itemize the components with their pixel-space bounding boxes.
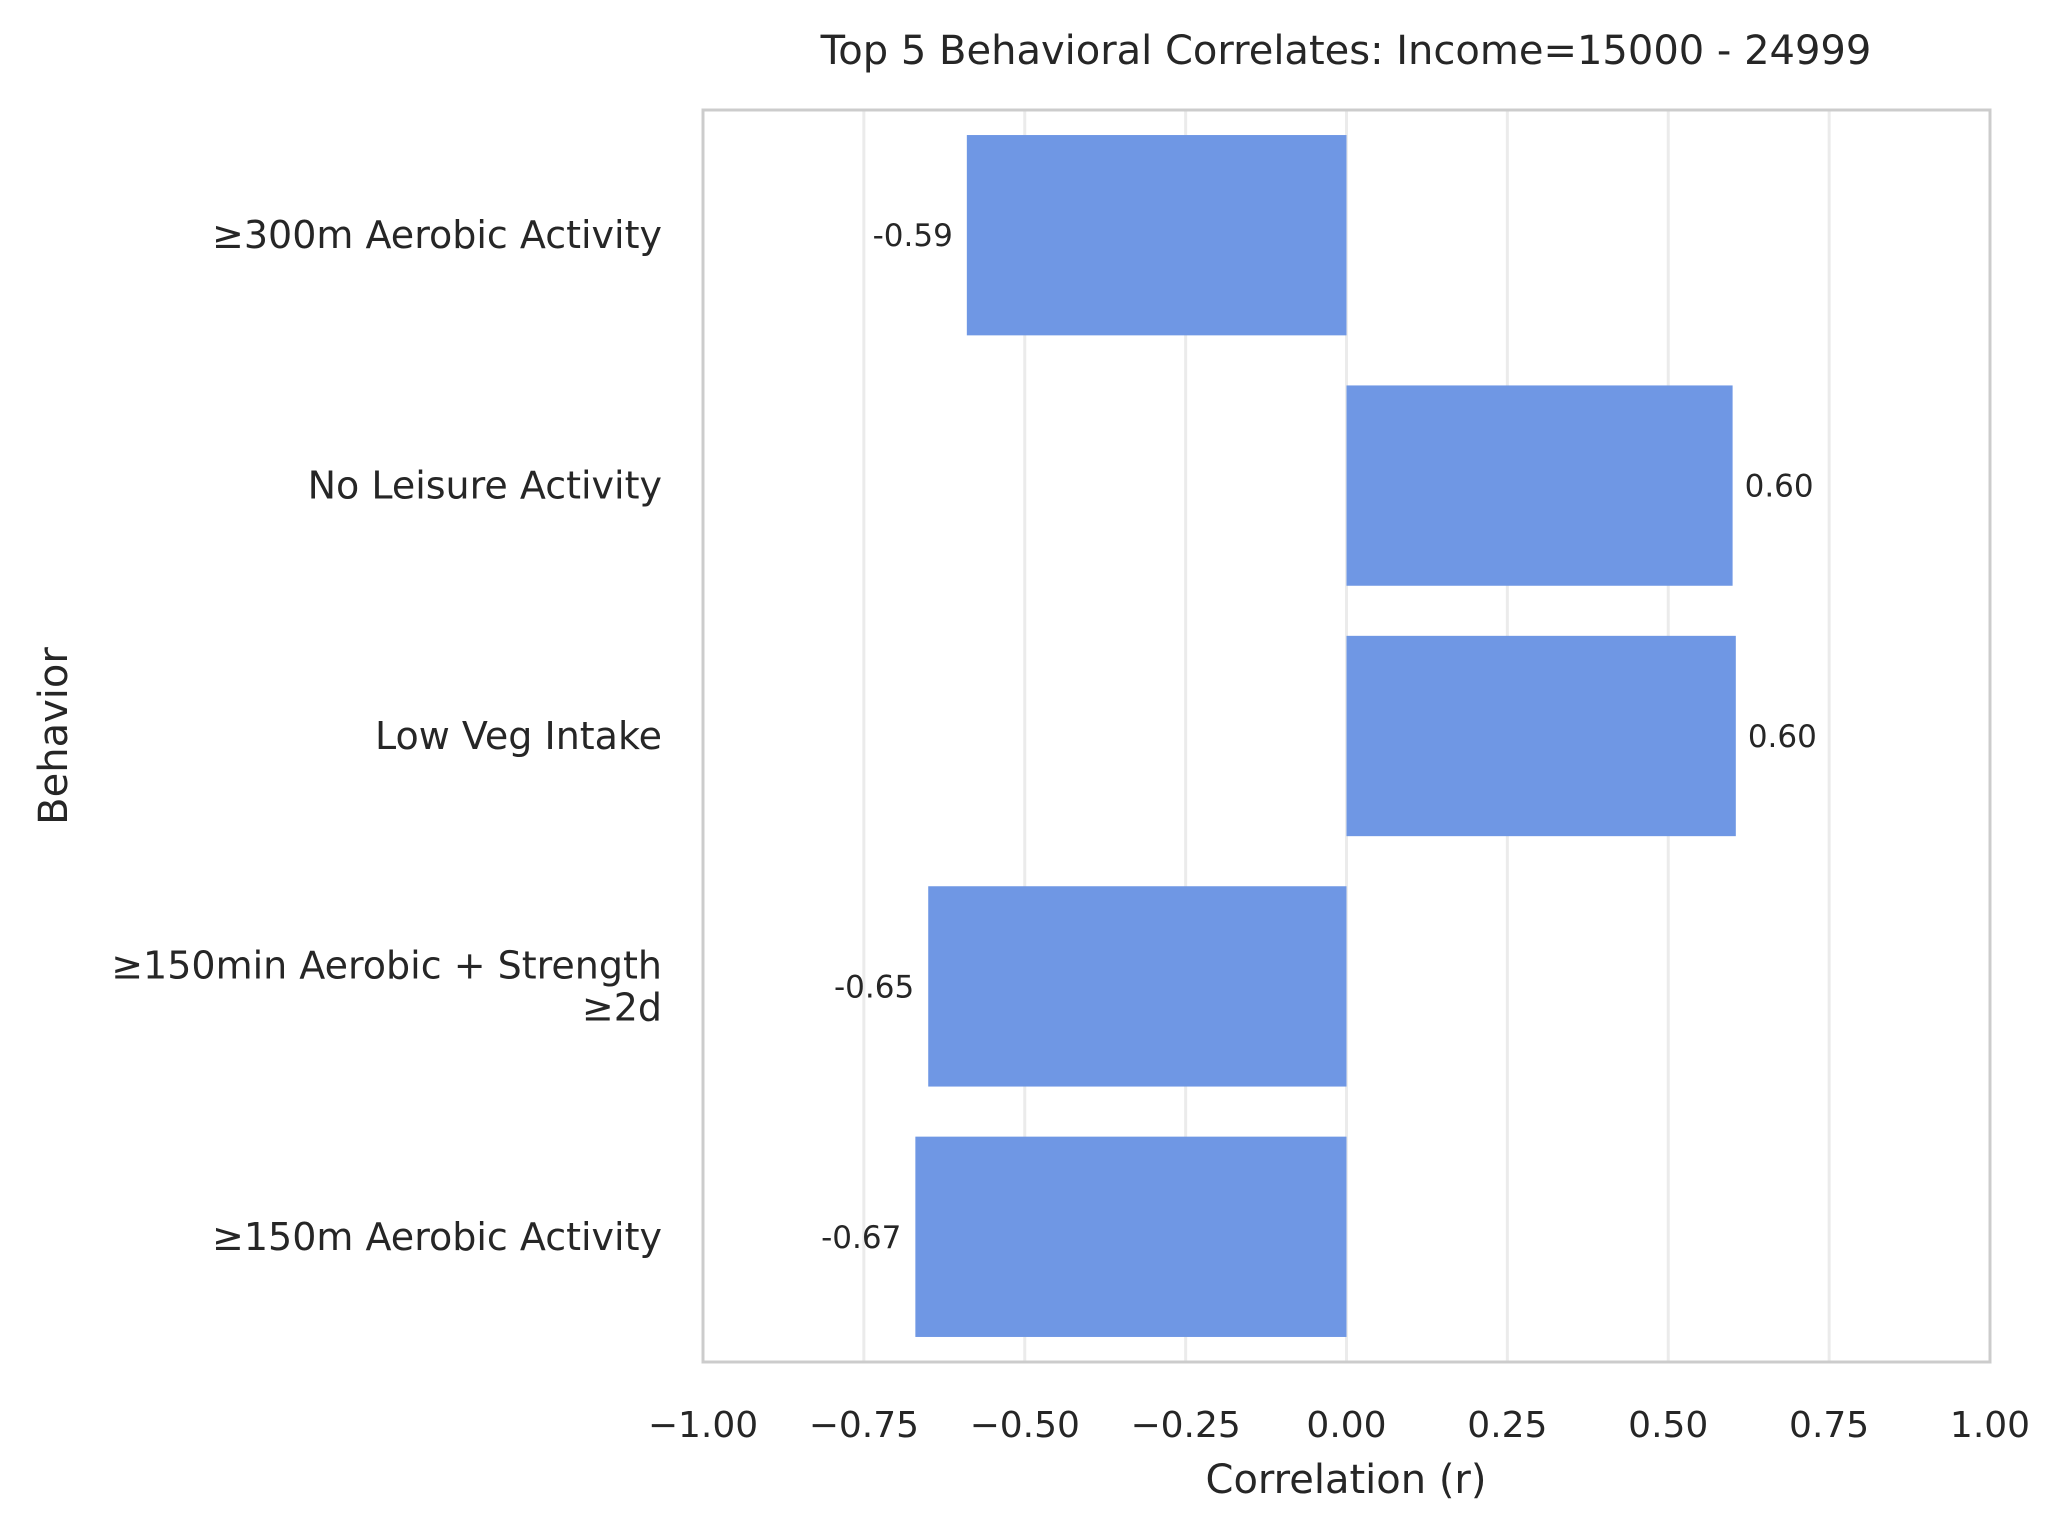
x-tick-label: 1.00 bbox=[1950, 1405, 2030, 1446]
category-label: No Leisure Activity bbox=[308, 464, 662, 508]
bars bbox=[915, 135, 1736, 1337]
data-label: -0.65 bbox=[834, 969, 914, 1005]
category-labels: ≥300m Aerobic Activity No Leisure Activit… bbox=[111, 213, 662, 1259]
data-label: 0.60 bbox=[1745, 469, 1814, 505]
category-label: Low Veg Intake bbox=[375, 714, 662, 758]
bar bbox=[966, 135, 1347, 336]
data-label: -0.59 bbox=[873, 218, 953, 254]
bar bbox=[915, 1136, 1347, 1337]
x-tick-label: −0.75 bbox=[809, 1405, 919, 1446]
x-tick-label: 0.50 bbox=[1628, 1405, 1708, 1446]
data-label: -0.67 bbox=[821, 1220, 901, 1256]
x-tick-label: −1.00 bbox=[648, 1405, 758, 1446]
x-tick-label: −0.25 bbox=[1130, 1405, 1240, 1446]
x-axis-label: Correlation (r) bbox=[1206, 1457, 1487, 1503]
category-label: ≥150min Aerobic + Strength ≥2d bbox=[111, 943, 662, 1029]
chart-title: Top 5 Behavioral Correlates: Income=1500… bbox=[820, 28, 1872, 74]
category-label: ≥150m Aerobic Activity bbox=[212, 1215, 662, 1259]
x-tick-label: 0.75 bbox=[1789, 1405, 1869, 1446]
data-labels: -0.59 0.60 0.60 -0.65 -0.67 bbox=[821, 218, 1817, 1256]
bar bbox=[1346, 385, 1733, 586]
y-axis-label: Behavior bbox=[31, 647, 77, 825]
plot-frame bbox=[701, 108, 1992, 1364]
x-tick-label: 0.00 bbox=[1306, 1405, 1386, 1446]
category-label: ≥300m Aerobic Activity bbox=[212, 213, 662, 257]
x-tick-label: 0.25 bbox=[1467, 1405, 1547, 1446]
bar bbox=[928, 886, 1347, 1087]
data-label: 0.60 bbox=[1748, 719, 1817, 755]
x-tick-label: −0.50 bbox=[970, 1405, 1080, 1446]
bar bbox=[1346, 635, 1736, 837]
x-tick-labels: −1.00 −0.75 −0.50 −0.25 0.00 0.25 0.50 0.75 1.00 bbox=[648, 1405, 2030, 1446]
